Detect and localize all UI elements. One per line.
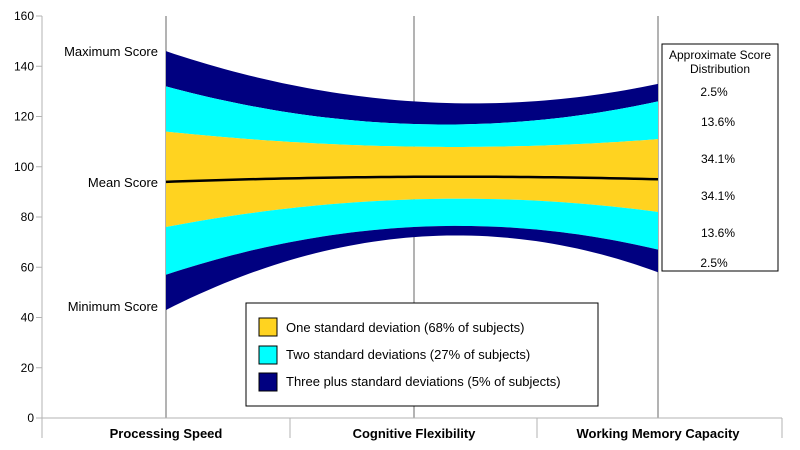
y-tick-label: 120: [14, 110, 34, 124]
y-tick-label: 140: [14, 59, 34, 73]
x-tick-label: Cognitive Flexibility: [353, 426, 477, 441]
legend: One standard deviation (68% of subjects)…: [245, 302, 599, 407]
legend-label-one-sd: One standard deviation (68% of subjects): [286, 320, 524, 335]
band-two-sd-lower: [166, 198, 658, 275]
x-tick-label: Working Memory Capacity: [576, 426, 740, 441]
y-tick-label: 60: [21, 260, 35, 274]
legend-swatch-one-sd: [258, 317, 278, 337]
y-tick-label: 80: [21, 210, 35, 224]
axis-layer: 0 20 40 60 80 100 120 140 160 Processing Speed Cog…: [14, 9, 783, 441]
annotation-max: Maximum Score: [64, 44, 158, 59]
distribution-value: 13.6%: [701, 226, 735, 240]
band-layer: [165, 51, 659, 310]
annotation-layer: Maximum Score Mean Score Minimum Score: [64, 44, 158, 314]
y-tick-label: 100: [14, 160, 34, 174]
distribution-value: 34.1%: [701, 152, 735, 166]
band-three-sd-upper: [166, 51, 658, 125]
x-tick-label: Processing Speed: [110, 426, 223, 441]
distribution-value: 13.6%: [701, 115, 735, 129]
distribution-value: 2.5%: [700, 85, 728, 99]
legend-label-three-sd: Three plus standard deviations (5% of su…: [286, 374, 561, 389]
mean-line: [165, 175, 659, 184]
legend-label-two-sd: Two standard deviations (27% of subjects…: [286, 347, 530, 362]
annotation-mean: Mean Score: [88, 175, 158, 190]
band-three-sd-lower: [166, 225, 658, 310]
distribution-box-title-line2: Distribution: [690, 62, 750, 76]
band-two-sd-upper: [166, 86, 658, 147]
distribution-value: 2.5%: [700, 256, 728, 270]
legend-frame: [245, 302, 599, 407]
distribution-box: Approximate Score Distribution 2.5% 13.6…: [661, 43, 779, 272]
annotation-min: Minimum Score: [68, 299, 158, 314]
y-tick-label: 40: [21, 311, 35, 325]
distribution-box-title-line1: Approximate Score: [669, 48, 771, 62]
y-tick-label: 160: [14, 9, 34, 23]
y-tick-label: 0: [27, 411, 34, 425]
distribution-value: 34.1%: [701, 189, 735, 203]
band-one-sd: [166, 131, 658, 228]
y-tick-label: 20: [21, 361, 35, 375]
legend-swatch-three-sd: [258, 372, 278, 392]
distribution-box-frame: [661, 43, 779, 272]
legend-swatch-two-sd: [258, 345, 278, 365]
